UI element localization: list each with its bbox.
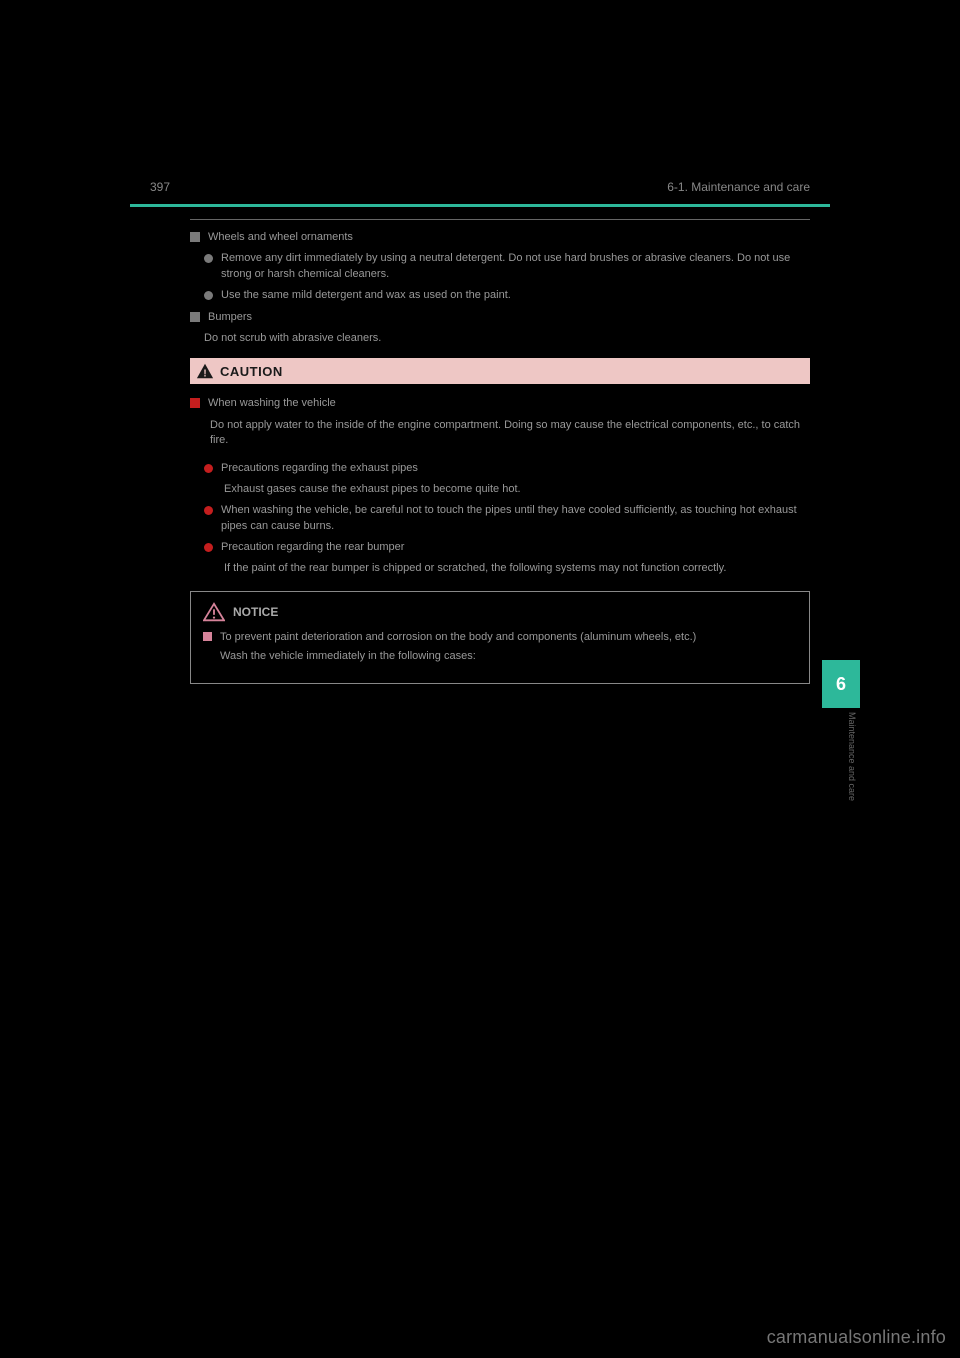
circle-bullet-icon (204, 291, 213, 300)
caution-sub-text: Precautions regarding the exhaust pipes (221, 461, 418, 476)
caution-text: If the paint of the rear bumper is chipp… (224, 561, 810, 576)
page-content: Wheels and wheel ornaments Remove any di… (130, 219, 830, 684)
sub-item: Do not scrub with abrasive cleaners. (204, 331, 810, 346)
caution-sub: When washing the vehicle, be careful not… (190, 503, 810, 534)
document-page: 397 6-1. Maintenance and care Wheels and… (130, 180, 830, 684)
red-circle-bullet-icon (204, 506, 213, 515)
notice-header: NOTICE (203, 602, 797, 622)
notice-box: NOTICE To prevent paint deterioration an… (190, 591, 810, 684)
red-circle-bullet-icon (204, 464, 213, 473)
square-bullet-icon (190, 232, 200, 242)
chapter-tab-label: Maintenance and care (847, 712, 857, 801)
caution-label: CAUTION (220, 364, 283, 379)
chapter-tab: 6 (822, 660, 860, 708)
caution-sub-text: Precaution regarding the rear bumper (221, 540, 404, 555)
page-header: 397 6-1. Maintenance and care (130, 180, 830, 194)
sub-item: Remove any dirt immediately by using a n… (190, 251, 810, 282)
caution-body-text: Exhaust gases cause the exhaust pipes to… (224, 482, 521, 497)
caution-sub: Precautions regarding the exhaust pipes (190, 461, 810, 476)
red-circle-bullet-icon (204, 543, 213, 552)
section-path: 6-1. Maintenance and care (667, 180, 810, 194)
svg-text:!: ! (203, 369, 206, 380)
caution-sub-text: When washing the vehicle, be careful not… (221, 503, 810, 534)
section-item: Wheels and wheel ornaments (190, 230, 810, 245)
section-item: Bumpers (190, 310, 810, 325)
caution-heading-text: When washing the vehicle (208, 396, 336, 411)
notice-heading: To prevent paint deterioration and corro… (203, 630, 797, 645)
notice-label: NOTICE (233, 605, 278, 619)
warning-outline-icon (203, 602, 225, 622)
caution-body-text: If the paint of the rear bumper is chipp… (224, 561, 726, 576)
circle-bullet-icon (204, 254, 213, 263)
red-square-bullet-icon (190, 398, 200, 408)
section-title: Bumpers (208, 310, 252, 325)
pink-square-bullet-icon (203, 632, 212, 641)
caution-text: Do not apply water to the inside of the … (210, 418, 810, 449)
watermark: carmanualsonline.info (767, 1327, 946, 1348)
sub-item: Use the same mild detergent and wax as u… (190, 288, 810, 303)
square-bullet-icon (190, 312, 200, 322)
caution-body-text: Do not apply water to the inside of the … (210, 418, 810, 449)
chapter-number: 6 (836, 674, 846, 695)
sub-item-text: Remove any dirt immediately by using a n… (221, 251, 810, 282)
caution-heading: When washing the vehicle (190, 396, 810, 411)
caution-text: Exhaust gases cause the exhaust pipes to… (224, 482, 810, 497)
section-title: Wheels and wheel ornaments (208, 230, 353, 245)
caution-banner: ! CAUTION (190, 358, 810, 384)
caution-sub: Precaution regarding the rear bumper (190, 540, 810, 555)
warning-triangle-icon: ! (196, 362, 214, 380)
notice-text: Wash the vehicle immediately in the foll… (220, 649, 797, 664)
notice-heading-text: To prevent paint deterioration and corro… (220, 630, 696, 645)
sub-item-text: Use the same mild detergent and wax as u… (221, 288, 511, 303)
content-rule (190, 219, 810, 220)
header-divider (130, 204, 830, 207)
sub-item-text: Do not scrub with abrasive cleaners. (204, 331, 381, 346)
notice-body-text: Wash the vehicle immediately in the foll… (220, 649, 476, 664)
page-number: 397 (150, 180, 170, 194)
